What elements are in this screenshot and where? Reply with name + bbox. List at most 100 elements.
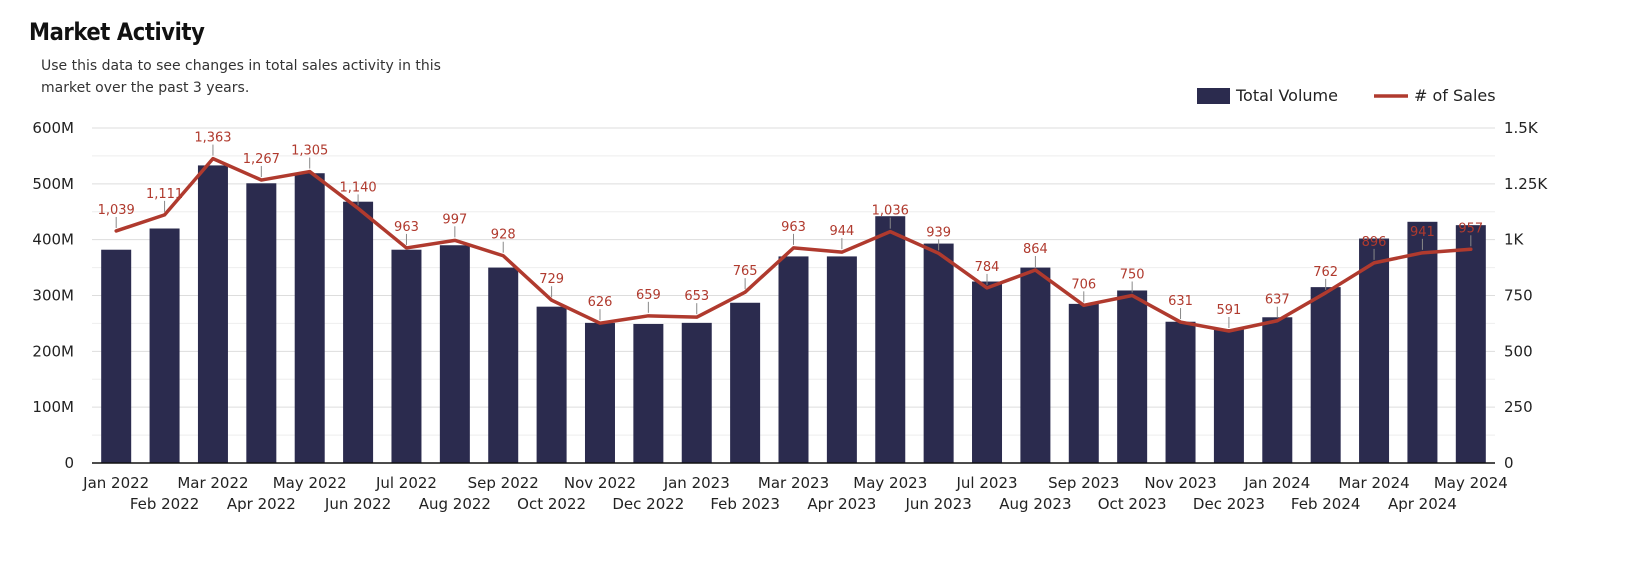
data-label-num-sales: 653 (684, 289, 709, 304)
bar-total-volume (439, 245, 470, 463)
bar-total-volume (1213, 329, 1244, 463)
bar-total-volume (1310, 287, 1341, 463)
x-tick-label: Mar 2023 (758, 474, 829, 492)
y-right-tick-label: 250 (1504, 398, 1533, 416)
bar-total-volume (488, 267, 519, 463)
bar-total-volume (1117, 290, 1148, 463)
bar-total-volume (1020, 267, 1051, 463)
data-label-num-sales: 939 (926, 225, 951, 240)
data-label-num-sales: 626 (588, 295, 613, 310)
data-label-num-sales: 591 (1216, 303, 1241, 318)
x-tick-label: Dec 2022 (612, 495, 684, 513)
x-tick-label: Jul 2022 (375, 474, 437, 492)
data-label-num-sales: 762 (1313, 265, 1338, 280)
sales-line (114, 156, 1473, 333)
x-tick-label: Feb 2024 (1291, 495, 1361, 513)
data-label-num-sales: 1,305 (291, 144, 328, 159)
x-tick-label: Dec 2023 (1193, 495, 1265, 513)
data-label-num-sales: 1,039 (98, 203, 135, 218)
bar-total-volume (826, 256, 857, 463)
bar-total-volume (584, 322, 615, 463)
data-labels: 1,039 1,111 1,363 1,267 1,305 1,140 963 997 928 7… (98, 131, 1483, 329)
x-tick-label: Aug 2022 (419, 495, 491, 513)
data-label-num-sales: 1,111 (146, 187, 183, 202)
line-num-sales (114, 156, 1473, 333)
y-left-tick-label: 600M (32, 119, 74, 137)
x-tick-label: Jun 2022 (324, 495, 391, 513)
bar-total-volume (246, 183, 277, 463)
x-tick-label: May 2024 (1434, 474, 1508, 492)
y-left-tick-label: 0 (64, 454, 74, 472)
y-right-tick-label: 0 (1504, 454, 1514, 472)
legend-label-num-sales: # of Sales (1414, 86, 1496, 105)
y-left-tick-label: 100M (32, 398, 74, 416)
x-tick-label: May 2022 (273, 474, 347, 492)
y-left-tick-label: 400M (32, 231, 74, 249)
y-left-tick-label: 200M (32, 342, 74, 360)
x-tick-label: Oct 2023 (1098, 495, 1167, 513)
data-label-num-sales: 637 (1265, 293, 1290, 308)
chart-subtitle: Use this data to see changes in total sa… (41, 58, 441, 96)
x-tick-label: Apr 2023 (807, 495, 876, 513)
x-tick-label: Sep 2022 (468, 474, 539, 492)
x-tick-label: Feb 2023 (710, 495, 780, 513)
x-tick-label: Jan 2024 (1243, 474, 1310, 492)
bar-total-volume (294, 173, 325, 463)
data-label-num-sales: 896 (1362, 235, 1387, 250)
bar-total-volume (1359, 238, 1390, 463)
bar-total-volume (778, 256, 809, 463)
x-tick-label: Apr 2024 (1388, 495, 1457, 513)
data-label-num-sales: 997 (442, 212, 467, 227)
legend-label-total-volume: Total Volume (1235, 86, 1338, 105)
data-label-num-sales: 706 (1071, 277, 1096, 292)
y-right-tick-label: 500 (1504, 342, 1533, 360)
axes: 0 100M 200M 300M 400M 500M 600M 0 250 500 750 1K 1.2… (32, 119, 1548, 513)
bar-total-volume (1407, 221, 1438, 463)
bar-total-volume (633, 323, 664, 463)
bar-total-volume (972, 281, 1003, 463)
legend-swatch-total-volume (1197, 88, 1230, 104)
bar-total-volume (1068, 303, 1099, 463)
data-label-num-sales: 941 (1410, 225, 1435, 240)
data-label-num-sales: 659 (636, 288, 661, 303)
x-tick-label: Jul 2023 (955, 474, 1017, 492)
bar-total-volume (681, 322, 712, 463)
y-right-tick-label: 1.25K (1504, 175, 1548, 193)
bar-total-volume (1455, 225, 1486, 463)
data-label-num-sales: 1,036 (872, 204, 909, 219)
x-tick-label: Mar 2022 (177, 474, 248, 492)
data-label-num-sales: 944 (829, 224, 854, 239)
y-left-tick-label: 300M (32, 287, 74, 305)
legend: Total Volume # of Sales (1197, 86, 1496, 105)
bar-total-volume (1262, 317, 1293, 463)
x-tick-label: Apr 2022 (227, 495, 296, 513)
data-label-num-sales: 784 (975, 260, 1000, 275)
x-tick-label: Sep 2023 (1048, 474, 1119, 492)
data-label-num-sales: 765 (733, 264, 758, 279)
x-tick-label: Nov 2023 (1144, 474, 1216, 492)
bar-total-volume (101, 249, 132, 463)
bar-total-volume (923, 243, 954, 463)
data-label-num-sales: 750 (1120, 268, 1145, 283)
data-label-num-sales: 864 (1023, 242, 1048, 257)
x-tick-label: Oct 2022 (517, 495, 586, 513)
y-right-tick-label: 1K (1504, 231, 1525, 249)
x-tick-label: Nov 2022 (564, 474, 636, 492)
bar-total-volume (391, 249, 422, 463)
chart-title: Market Activity (29, 18, 205, 46)
x-tick-label: Jun 2023 (904, 495, 971, 513)
bar-total-volume (730, 302, 761, 463)
bars (101, 165, 1486, 464)
bar-total-volume (197, 165, 228, 464)
x-tick-label: Jan 2022 (82, 474, 149, 492)
x-tick-label: Aug 2023 (999, 495, 1071, 513)
bar-total-volume (536, 306, 567, 463)
x-tick-label: Feb 2022 (130, 495, 200, 513)
data-label-num-sales: 957 (1458, 221, 1483, 236)
data-label-num-sales: 963 (781, 220, 806, 235)
bar-total-volume (1165, 321, 1196, 463)
x-tick-label: May 2023 (853, 474, 927, 492)
x-tick-label: Jan 2023 (663, 474, 730, 492)
data-label-num-sales: 1,140 (339, 180, 376, 195)
